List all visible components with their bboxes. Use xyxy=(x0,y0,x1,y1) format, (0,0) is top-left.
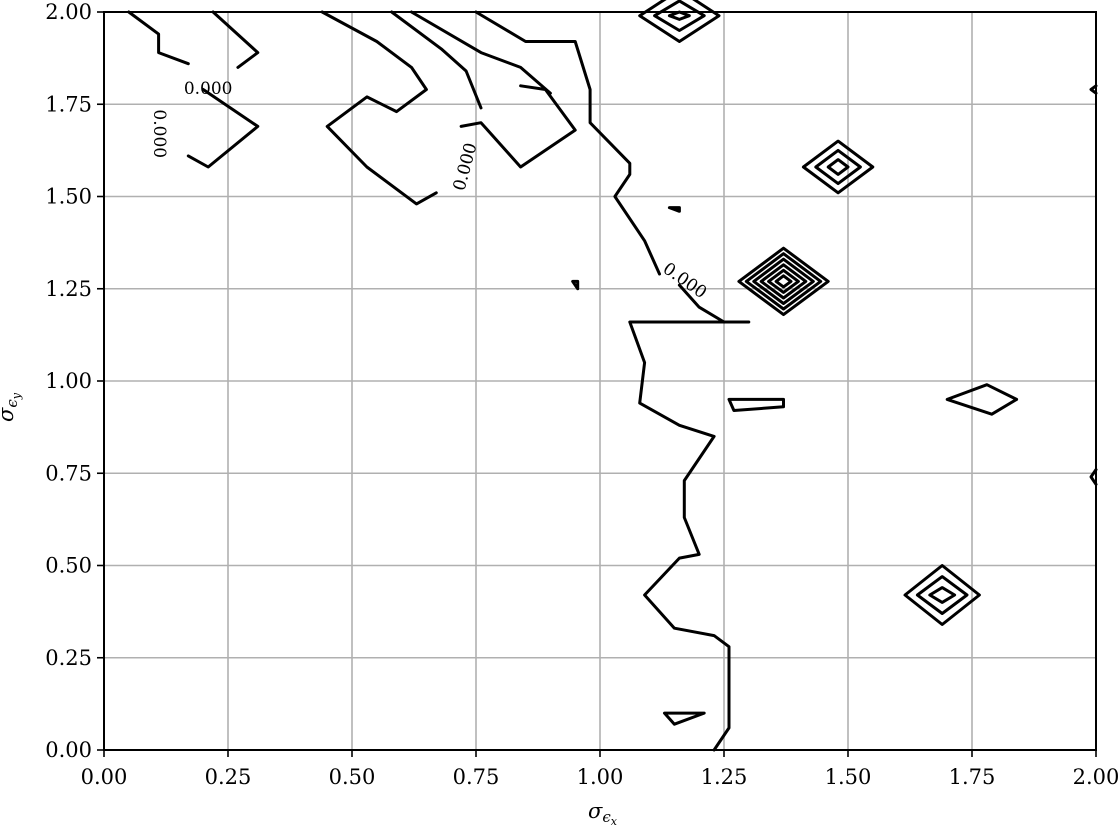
x-tick-label-8: 2.00 xyxy=(1073,765,1119,789)
y-tick-label-6: 1.50 xyxy=(45,185,92,209)
contour-edge-right-2 xyxy=(1089,468,1098,486)
diamond-1.47-ring-1 xyxy=(814,148,862,186)
diamond-1.69-ring-2 xyxy=(928,586,957,604)
contour-tiny-dot-1 xyxy=(571,279,580,291)
contour-boundary-top xyxy=(474,10,661,276)
contour-small-ring-1 xyxy=(663,711,706,726)
contour-contour-mid-2 xyxy=(390,10,483,110)
diamond-1.37-ring-0 xyxy=(737,246,830,317)
y-tick-label-5: 1.25 xyxy=(45,277,92,301)
y-axis-label-subsub: y xyxy=(10,392,23,400)
y-tick-label-2: 0.50 xyxy=(45,554,92,578)
contour-contour-mid-3 xyxy=(459,84,577,169)
diamond-top-ring-1 xyxy=(653,0,706,32)
diamond-top-ring-0 xyxy=(638,0,721,43)
x-axis-label-subsub: x xyxy=(611,815,618,825)
contour-small-ring-3 xyxy=(945,383,1019,416)
x-tick-label-7: 1.75 xyxy=(949,765,996,789)
x-tick-label-4: 1.00 xyxy=(577,765,624,789)
contour-label-1: 0.000 xyxy=(149,109,169,158)
y-tick-label-7: 1.75 xyxy=(45,92,92,116)
y-tick-label-3: 0.75 xyxy=(45,461,92,485)
y-tick-label-0: 0.00 xyxy=(45,738,92,762)
x-tick-label-5: 1.25 xyxy=(701,765,748,789)
x-tick-label-2: 0.50 xyxy=(329,765,376,789)
contour-boundary-upper xyxy=(677,283,726,324)
x-axis-label: σϵx xyxy=(588,799,618,825)
contour-small-ring-2 xyxy=(727,397,785,412)
diamond-1.37-ring-1 xyxy=(744,252,823,311)
diamond-1.37-ring-2 xyxy=(752,257,815,305)
diamond-1.37-ring-5 xyxy=(774,274,793,289)
contour-label-3: 0.000 xyxy=(659,259,710,303)
diamond-1.47-ring-2 xyxy=(826,158,850,176)
y-axis-label-sub: ϵ xyxy=(3,399,21,408)
diamond-1.37-ring-3 xyxy=(759,263,808,300)
contour-edge-right-1 xyxy=(1089,84,1098,95)
diamond-1.47-ring-0 xyxy=(801,139,875,195)
diamond-1.37-ring-4 xyxy=(767,268,800,294)
x-tick-label-0: 0.00 xyxy=(81,765,128,789)
y-axis-label: σϵy xyxy=(0,392,23,422)
y-tick-label-4: 1.00 xyxy=(45,369,92,393)
diamond-1.69-ring-1 xyxy=(915,575,969,615)
x-axis-ticks: 0.00 0.25 0.50 0.75 1.00 1.25 1.50 1.75 2.00 xyxy=(81,750,1119,789)
contour-contour-left-3 xyxy=(186,88,260,169)
x-tick-label-1: 0.25 xyxy=(205,765,252,789)
y-tick-label-8: 2.00 xyxy=(45,0,92,24)
contour-tiny-dot-2 xyxy=(667,206,681,213)
contour-boundary-main xyxy=(628,320,751,752)
contour-contour-mid-1 xyxy=(320,10,438,206)
y-tick-label-1: 0.25 xyxy=(45,646,92,670)
contour-contour-left-2 xyxy=(211,10,260,69)
contour-lines xyxy=(127,0,1098,752)
x-tick-label-3: 0.75 xyxy=(453,765,500,789)
diamond-top-ring-2 xyxy=(667,10,691,21)
contour-contour-mid-4 xyxy=(410,10,552,95)
contour-contour-left-1 xyxy=(127,10,190,66)
diamond-1.69-ring-0 xyxy=(903,564,981,626)
x-axis-label-sub: ϵ xyxy=(602,808,611,825)
x-tick-label-6: 1.50 xyxy=(825,765,872,789)
y-axis-ticks: 0.00 0.25 0.50 0.75 1.00 1.25 1.50 1.75 2.00 xyxy=(45,0,104,762)
contour-label-0: 0.000 xyxy=(184,79,233,99)
